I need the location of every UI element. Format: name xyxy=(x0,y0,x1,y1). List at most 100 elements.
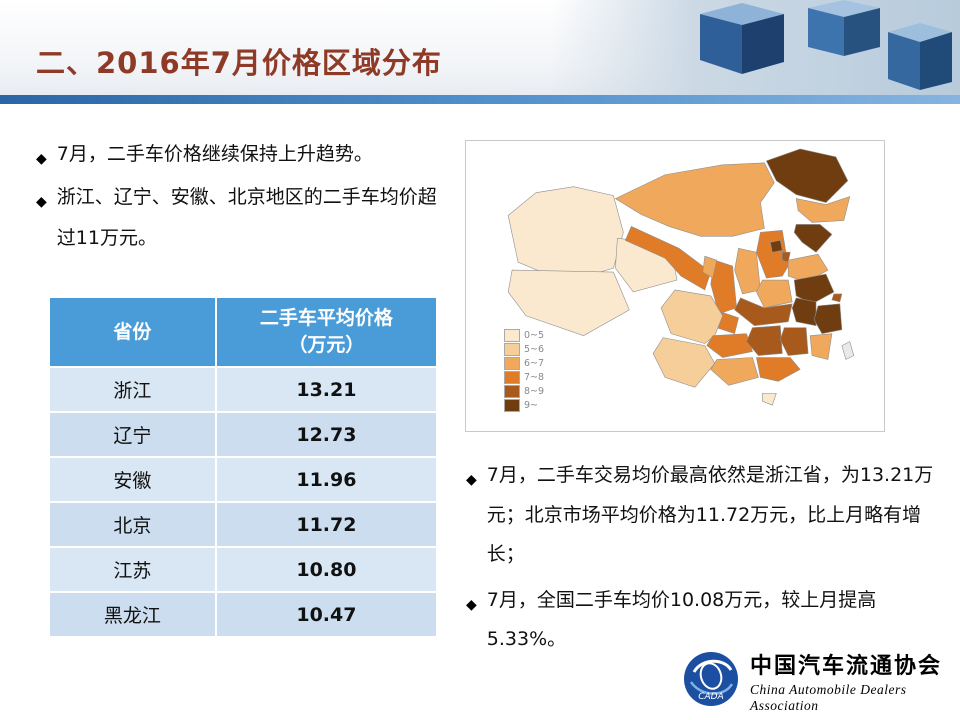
region-hainan xyxy=(762,392,777,406)
table-row: 辽宁 12.73 xyxy=(48,411,439,458)
region-liaoning xyxy=(793,224,833,253)
region-guangdong xyxy=(756,357,801,382)
map-legend: 0~5 5~6 6~7 7~8 8~9 9~ xyxy=(504,329,544,413)
province-cell: 辽宁 xyxy=(48,411,217,458)
region-anhui xyxy=(791,297,817,327)
cubes-graphic xyxy=(700,0,952,90)
region-zhejiang xyxy=(813,303,843,335)
region-taiwan xyxy=(841,341,855,360)
province-cell: 浙江 xyxy=(48,366,217,413)
region-xizang xyxy=(507,269,630,336)
cada-badge-text: CADA xyxy=(698,692,724,702)
header-decoration xyxy=(550,0,960,95)
region-jiangsu xyxy=(793,273,835,305)
price-table-container: 省份 二手车平均价格 （万元） 浙江 13.21 辽宁 12.73 安徽 xyxy=(48,296,439,638)
province-cell: 黑龙江 xyxy=(48,591,217,638)
bullet-item: ◆ 7月，二手车交易均价最高依然是浙江省，为13.21万元；北京市场平均价格为1… xyxy=(466,456,934,575)
legend-item: 8~9 xyxy=(504,385,544,398)
legend-swatch xyxy=(504,399,520,412)
bottom-bullet-list: ◆ 7月，二手车交易均价最高依然是浙江省，为13.21万元；北京市场平均价格为1… xyxy=(466,456,934,666)
table-row: 北京 11.72 xyxy=(48,501,439,548)
price-cell: 10.80 xyxy=(214,546,439,593)
region-shanxi xyxy=(734,247,761,295)
legend-label: 9~ xyxy=(524,400,539,411)
china-price-map: 0~5 5~6 6~7 7~8 8~9 9~ xyxy=(465,140,885,432)
price-table: 省份 二手车平均价格 （万元） 浙江 13.21 辽宁 12.73 安徽 xyxy=(48,296,439,638)
legend-item: 5~6 xyxy=(504,343,544,356)
legend-swatch xyxy=(504,357,520,370)
region-gansu xyxy=(624,226,712,291)
province-cell: 北京 xyxy=(48,501,217,548)
bullet-item: ◆ 7月，全国二手车均价10.08万元，较上月提高5.33%。 xyxy=(466,581,934,660)
region-jiangxi xyxy=(779,327,809,356)
bullet-text: 7月，二手车价格继续保持上升趋势。 xyxy=(56,143,373,165)
price-cell: 11.72 xyxy=(214,501,439,548)
legend-swatch xyxy=(504,343,520,356)
region-henan xyxy=(756,279,793,309)
province-cell: 安徽 xyxy=(48,456,217,503)
region-jilin xyxy=(795,196,851,223)
region-sichuan xyxy=(660,289,724,344)
region-beijing xyxy=(769,239,783,253)
bullet-text: 7月，全国二手车均价10.08万元，较上月提高5.33%。 xyxy=(486,588,877,651)
col-header-price: 二手车平均价格 （万元） xyxy=(214,296,439,368)
region-guangxi xyxy=(710,357,759,386)
table-header-row: 省份 二手车平均价格 （万元） xyxy=(48,296,439,368)
table-row: 江苏 10.80 xyxy=(48,546,439,593)
logo-name-cn: 中国汽车流通协会 xyxy=(750,654,943,679)
cada-logo-text: 中国汽车流通协会 China Automobile Dealers Associ… xyxy=(750,648,960,714)
china-map-graphic xyxy=(507,148,855,406)
region-shaanxi xyxy=(710,259,737,315)
region-guizhou xyxy=(706,333,753,358)
col-header-price-line2: （万元） xyxy=(288,334,365,356)
legend-swatch xyxy=(504,385,520,398)
legend-swatch xyxy=(504,329,520,342)
region-neimenggu xyxy=(614,162,775,237)
cada-logo: CADA 中国汽车流通协会 China Automobile Dealers A… xyxy=(682,648,960,714)
region-hubei xyxy=(734,297,793,327)
legend-item: 0~5 xyxy=(504,329,544,342)
legend-label: 6~7 xyxy=(524,358,545,369)
table-row: 安徽 11.96 xyxy=(48,456,439,503)
slide-header: 二、2016年7月价格区域分布 xyxy=(0,0,960,95)
province-cell: 江苏 xyxy=(48,546,217,593)
legend-label: 5~6 xyxy=(524,344,545,355)
table-row: 浙江 13.21 xyxy=(48,366,439,413)
cada-badge-icon: CADA xyxy=(684,652,738,706)
slide-title: 二、2016年7月价格区域分布 xyxy=(36,46,442,80)
logo-name-en: China Automobile Dealers Association xyxy=(750,682,907,713)
diamond-bullet-icon: ◆ xyxy=(466,596,477,613)
region-xinjiang xyxy=(507,186,624,283)
legend-label: 8~9 xyxy=(524,386,545,397)
legend-label: 7~8 xyxy=(524,372,545,383)
legend-item: 9~ xyxy=(504,399,544,412)
table-row: 黑龙江 10.47 xyxy=(48,591,439,638)
region-ningxia xyxy=(702,255,718,279)
diamond-bullet-icon: ◆ xyxy=(36,151,47,167)
price-cell: 11.96 xyxy=(214,456,439,503)
region-hunan xyxy=(746,325,783,356)
price-cell: 13.21 xyxy=(214,366,439,413)
col-header-price-line1: 二手车平均价格 xyxy=(259,307,393,330)
diamond-bullet-icon: ◆ xyxy=(36,193,47,210)
cada-logo-badge: CADA xyxy=(682,650,740,712)
price-cell: 10.47 xyxy=(214,591,439,638)
top-bullet-list: ◆ 7月，二手车价格继续保持上升趋势。 ◆ 浙江、辽宁、安徽、北京地区的二手车均… xyxy=(36,134,450,261)
price-cell: 12.73 xyxy=(214,411,439,458)
region-fujian xyxy=(809,333,833,360)
diamond-bullet-icon: ◆ xyxy=(466,472,477,488)
legend-item: 7~8 xyxy=(504,371,544,384)
region-shanghai xyxy=(831,293,843,303)
bullet-item: ◆ 7月，二手车价格继续保持上升趋势。 xyxy=(36,134,450,175)
region-heilongjiang xyxy=(765,148,849,203)
legend-item: 6~7 xyxy=(504,357,544,370)
legend-label: 0~5 xyxy=(524,330,545,341)
region-yunnan xyxy=(652,337,716,388)
header-divider xyxy=(0,95,960,104)
bullet-item: ◆ 浙江、辽宁、安徽、北京地区的二手车均价超过11万元。 xyxy=(36,177,450,259)
bullet-text: 7月，二手车交易均价最高依然是浙江省，为13.21万元；北京市场平均价格为11.… xyxy=(486,464,934,566)
legend-swatch xyxy=(504,371,520,384)
bullet-text: 浙江、辽宁、安徽、北京地区的二手车均价超过11万元。 xyxy=(56,185,437,249)
col-header-province: 省份 xyxy=(48,296,217,368)
